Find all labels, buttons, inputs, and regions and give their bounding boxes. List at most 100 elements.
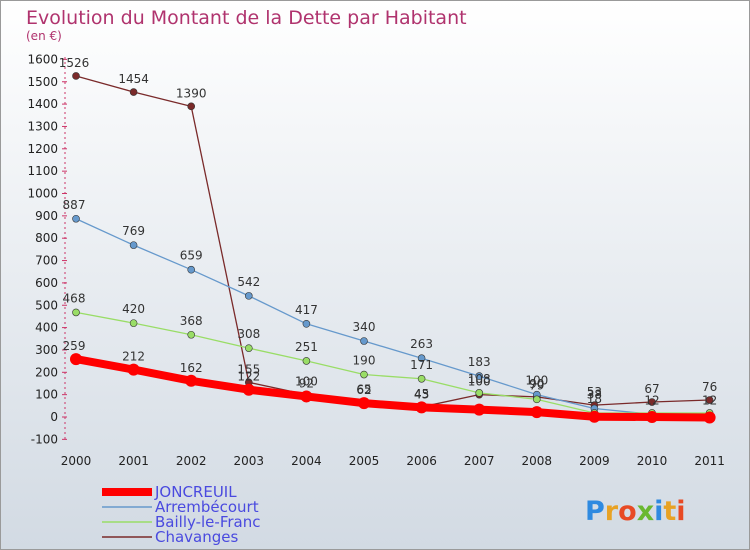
data-label: 92: [299, 376, 314, 390]
series-line: [72, 355, 714, 422]
data-label: 45: [414, 387, 429, 401]
series-joncreuil: 259 212 162 122 92 62 43: [63, 339, 716, 424]
data-label: 62: [356, 383, 371, 397]
y-tick-label: 800: [35, 231, 58, 245]
data-point: [417, 374, 426, 383]
series-line: [75, 218, 711, 415]
data-label: 468: [63, 291, 86, 305]
data-label: 212: [122, 350, 145, 364]
x-tick-label: 2006: [406, 454, 437, 468]
y-tick-label: 1100: [27, 164, 58, 178]
data-point: [70, 353, 82, 366]
proxiti-logo: Proxiti: [585, 496, 686, 527]
data-point: [646, 411, 658, 423]
data-label: 53: [587, 385, 602, 399]
y-tick-label: 900: [35, 209, 58, 223]
legend-item: JONCREUIL: [102, 483, 237, 501]
svg-text:Proxiti: Proxiti: [585, 496, 686, 527]
data-label: 38: [587, 388, 602, 402]
x-tick-label: 2000: [61, 454, 92, 468]
x-tick-label: 2011: [694, 454, 725, 468]
y-tick-label: 400: [35, 321, 58, 335]
data-point: [302, 320, 311, 328]
y-tick-label: 700: [35, 254, 58, 268]
data-point: [129, 319, 138, 327]
y-tick-label: 1000: [27, 187, 58, 201]
y-tick-label: 1300: [27, 119, 58, 133]
data-point: [245, 292, 253, 300]
data-label: 162: [180, 361, 203, 375]
data-label: 108: [468, 372, 491, 386]
data-point: [705, 396, 714, 404]
legend: JONCREUILArrembécourtBailly-le-FrancChav…: [102, 483, 260, 546]
x-tick-label: 2005: [349, 454, 380, 468]
data-point: [72, 214, 80, 223]
data-point: [72, 308, 80, 317]
data-label: 1454: [118, 72, 149, 86]
data-point: [360, 370, 368, 379]
data-label: 76: [702, 380, 717, 394]
data-label: 65: [356, 382, 371, 396]
data-label: 308: [237, 327, 260, 341]
data-label: 1390: [176, 86, 207, 100]
data-label: 155: [237, 362, 260, 376]
x-tick-label: 2002: [176, 454, 207, 468]
legend-item: Bailly-le-Franc: [102, 513, 260, 531]
data-point: [300, 390, 313, 403]
data-label: 79: [529, 378, 544, 392]
data-point: [72, 72, 80, 80]
y-tick-label: 100: [35, 388, 58, 402]
data-point: [475, 372, 484, 380]
data-point: [127, 363, 140, 376]
data-point: [302, 357, 311, 365]
data-label: 1526: [59, 56, 90, 70]
x-axis-ticks: 2000 2001 2002 2003 2004 2005 2006 2007 2008 2009…: [61, 454, 725, 468]
y-tick-label: 1200: [27, 142, 58, 156]
y-tick-label: 600: [35, 276, 58, 290]
y-tick-label: 1400: [27, 97, 58, 111]
data-label: 887: [63, 198, 86, 212]
data-point: [475, 389, 484, 397]
data-point: [185, 374, 198, 387]
data-point: [187, 330, 195, 339]
series-arremb-court: 887 769 659 542 417 340 263 183 100 38 12 12: [63, 198, 717, 419]
data-label: 100: [525, 374, 548, 388]
data-label: 417: [295, 303, 318, 317]
legend-item: Chavanges: [102, 528, 238, 546]
data-label: 420: [122, 302, 145, 316]
data-label: 542: [237, 275, 260, 289]
legend-label: Arrembécourt: [155, 498, 259, 516]
y-axis-ticks: -100 0 100 200 300 400 500 600 700 800 900 1000 1100…: [27, 52, 67, 446]
data-label: 18: [587, 392, 602, 406]
data-label: 171: [410, 358, 433, 372]
data-label: 43: [414, 387, 429, 401]
data-point: [187, 265, 195, 274]
data-point: [648, 398, 656, 406]
data-label: 183: [468, 355, 491, 369]
data-label: 67: [644, 382, 659, 396]
x-tick-label: 2004: [291, 454, 322, 468]
y-tick-label: 1600: [27, 52, 58, 66]
data-label: 190: [353, 354, 376, 368]
x-tick-label: 2009: [579, 454, 610, 468]
data-point: [473, 403, 486, 416]
data-point: [129, 88, 138, 96]
y-tick-label: 200: [35, 365, 58, 379]
data-point: [415, 401, 428, 414]
x-tick-label: 2010: [637, 454, 668, 468]
data-label: 251: [295, 340, 318, 354]
data-point: [417, 354, 426, 363]
y-tick-label: 1500: [27, 75, 58, 89]
data-point: [242, 383, 255, 396]
data-label: 659: [180, 249, 203, 263]
data-point: [703, 411, 716, 424]
legend-item: Arrembécourt: [102, 498, 259, 516]
data-label: 122: [237, 370, 260, 384]
legend-label: Chavanges: [155, 528, 238, 546]
data-point: [530, 406, 543, 419]
data-label: 368: [180, 314, 203, 328]
chart-subtitle: (en €): [26, 29, 62, 43]
